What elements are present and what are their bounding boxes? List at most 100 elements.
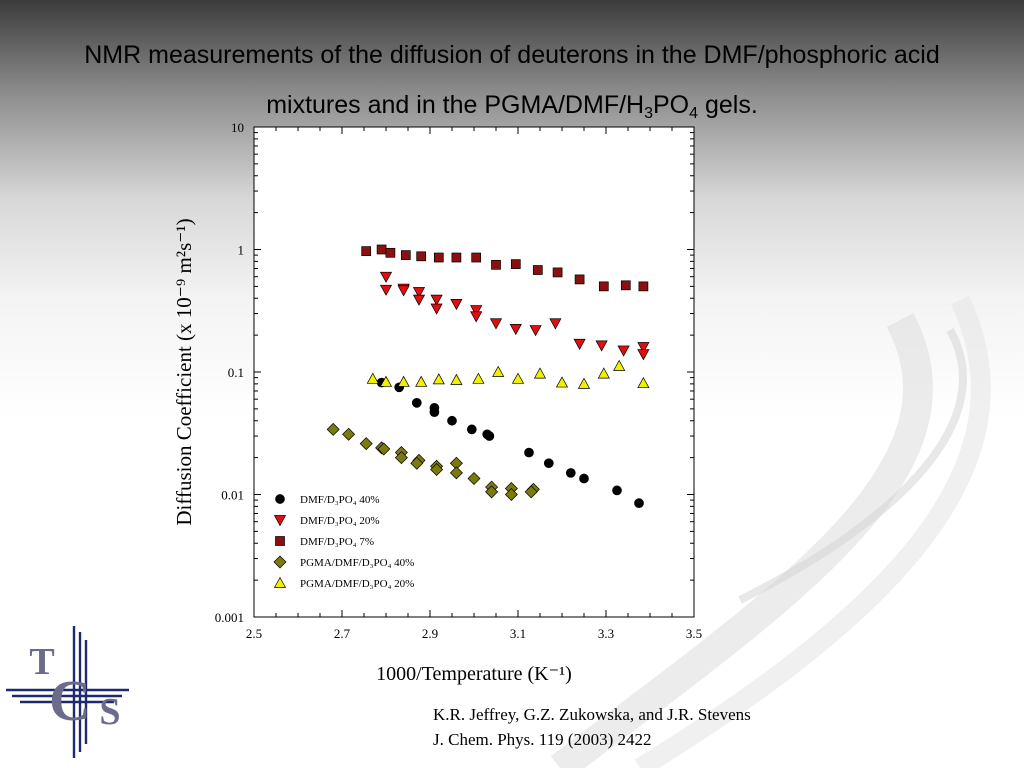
data-point — [430, 463, 444, 476]
data-point — [450, 373, 463, 385]
data-point — [552, 267, 563, 278]
tcs-logo: T C S — [6, 626, 129, 758]
data-point — [450, 299, 463, 311]
data-point — [466, 424, 477, 435]
y-tick-label: 0.1 — [228, 365, 244, 380]
data-point — [504, 488, 518, 501]
data-point — [612, 485, 622, 496]
legend-label: PGMA/DMF/D₃PO₄ 20% — [300, 578, 414, 590]
y-axis-label: Diffusion Coefficient (x 10⁻⁹ m²s⁻¹) — [172, 218, 196, 525]
data-point — [470, 305, 483, 317]
data-point — [565, 468, 576, 478]
data-point — [471, 252, 482, 263]
title-line-1: NMR measurements of the diffusion of deu… — [84, 41, 940, 69]
data-point — [484, 431, 495, 441]
data-point — [451, 252, 462, 263]
series-2 — [379, 271, 650, 361]
data-point — [472, 372, 485, 384]
x-tick-label: 3.3 — [598, 626, 614, 641]
data-point — [397, 375, 410, 387]
logo-letter-s: S — [99, 691, 120, 733]
data-point — [555, 376, 569, 388]
data-point — [617, 345, 630, 357]
data-point — [411, 397, 422, 408]
data-point — [509, 324, 522, 336]
reference: K.R. Jeffrey, G.Z. Zukowska, and J.R. St… — [433, 702, 751, 752]
data-point — [467, 472, 481, 486]
data-point — [394, 451, 408, 465]
data-point — [549, 318, 562, 330]
legend: DMF/D₃PO₄ 40% DMF/D₃PO₄ 20% DMF/D₃PO₄ 7% PG… — [273, 494, 414, 590]
data-point — [412, 294, 426, 306]
data-point — [638, 281, 649, 292]
y-tick-label: 0.01 — [221, 488, 244, 503]
legend-label: DMF/D₃PO₄ 40% — [300, 494, 380, 506]
data-point — [529, 325, 542, 337]
data-point — [634, 498, 644, 508]
data-point — [410, 456, 424, 470]
data-point — [449, 466, 463, 480]
data-point — [533, 367, 547, 379]
legend-marker — [275, 494, 285, 504]
data-point — [470, 311, 483, 323]
reference-authors: K.R. Jeffrey, G.Z. Zukowska, and J.R. St… — [433, 705, 751, 724]
data-point — [429, 407, 440, 418]
data-point — [579, 473, 589, 484]
logo-letter-t: T — [29, 641, 54, 683]
data-point — [430, 294, 443, 306]
x-tick-label: 2.9 — [422, 626, 438, 641]
series-5 — [366, 359, 650, 389]
data-point — [359, 437, 373, 451]
data-point — [379, 375, 393, 387]
x-tick-label: 3.1 — [510, 626, 526, 641]
plot-frame — [253, 126, 695, 618]
data-point — [524, 447, 534, 458]
logo-letter-c: C — [49, 668, 91, 733]
data-point — [613, 359, 626, 371]
title-line-2: mixtures and in the PGMA/DMF/H3PO4 gels. — [266, 91, 758, 122]
series-4 — [326, 422, 540, 501]
data-point — [595, 340, 608, 352]
data-point — [361, 246, 372, 256]
legend-marker — [275, 536, 285, 546]
data-point — [492, 365, 505, 377]
data-point — [485, 485, 499, 499]
data-point — [400, 250, 411, 260]
data-point — [637, 376, 650, 389]
data-point — [376, 244, 387, 255]
legend-marker — [273, 576, 287, 588]
data-point — [637, 349, 650, 361]
series-3 — [361, 244, 649, 292]
data-point — [597, 367, 610, 379]
data-point — [397, 285, 410, 297]
data-point — [433, 252, 444, 263]
data-point — [377, 442, 391, 456]
data-point — [379, 284, 393, 296]
data-point — [342, 427, 356, 441]
y-tick-label: 0.001 — [215, 610, 244, 625]
legend-marker — [273, 515, 287, 527]
data-point — [415, 375, 428, 387]
data-point — [412, 287, 426, 299]
data-point — [379, 271, 393, 283]
data-point — [574, 274, 585, 285]
x-tick-label: 2.5 — [246, 626, 262, 641]
data-point — [385, 247, 396, 258]
data-point — [543, 458, 554, 469]
data-point — [637, 342, 650, 354]
data-point — [366, 372, 379, 384]
data-point — [577, 377, 591, 389]
y-tick-label: 10 — [231, 120, 244, 135]
x-tick-label: 3.5 — [686, 626, 702, 641]
legend-label: PGMA/DMF/D₃PO₄ 40% — [300, 557, 414, 569]
data-point — [447, 415, 457, 426]
slide-title: NMR measurements of the diffusion of deu… — [0, 30, 1024, 130]
y-tick-label: 1 — [238, 243, 245, 258]
data-point — [489, 318, 503, 330]
data-point — [524, 485, 538, 499]
data-point — [532, 265, 543, 275]
x-axis-label: 1000/Temperature (K⁻¹) — [376, 663, 572, 685]
legend-label: DMF/D₃PO₄ 20% — [300, 515, 380, 527]
